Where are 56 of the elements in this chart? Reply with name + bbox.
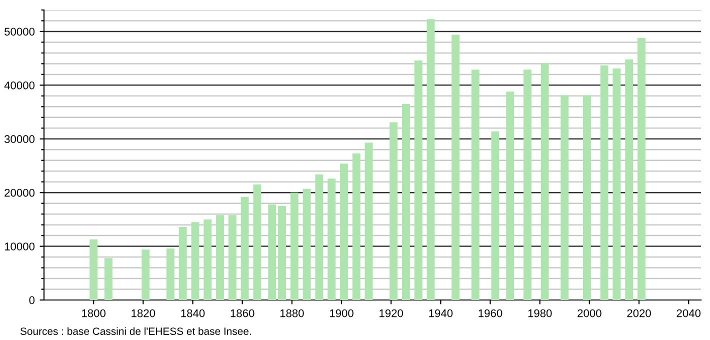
bar	[340, 164, 348, 300]
bar	[523, 70, 532, 300]
bar	[204, 219, 212, 300]
bar	[582, 95, 591, 300]
bar	[302, 188, 311, 300]
bar	[612, 68, 621, 300]
bar	[166, 248, 174, 300]
x-tick-label: 1900	[330, 309, 354, 318]
bar	[402, 104, 410, 300]
bar	[268, 204, 276, 300]
x-tick-label: 1860	[230, 309, 254, 318]
bar	[278, 206, 286, 300]
y-tick-label: 0	[29, 296, 35, 304]
bar	[352, 153, 360, 300]
x-tick-label: 2040	[676, 309, 701, 318]
x-tick-label: 1820	[132, 309, 156, 318]
bar	[328, 178, 336, 300]
x-tick-label: 1920	[380, 309, 404, 318]
bar	[414, 60, 422, 300]
x-tick-label: 1840	[181, 309, 205, 318]
x-tick-label: 2000	[578, 309, 602, 318]
bar	[452, 34, 460, 300]
bar	[600, 65, 608, 300]
y-tick-label: 10000	[4, 242, 35, 250]
bar	[471, 70, 480, 300]
y-tick-label: 20000	[4, 188, 35, 197]
bar	[315, 174, 324, 300]
bar	[90, 239, 98, 300]
x-tick-label: 1800	[82, 309, 106, 318]
source-note: Sources : base Cassini de l'EHESS et base Insee.	[20, 327, 251, 335]
bar	[191, 222, 200, 300]
bar	[426, 19, 435, 300]
bar	[253, 184, 262, 300]
x-tick-label: 2020	[627, 309, 651, 318]
bar	[364, 142, 373, 300]
bar	[638, 38, 646, 300]
bar	[240, 196, 249, 300]
bar	[228, 215, 236, 300]
bar	[142, 250, 150, 300]
y-tick-label: 50000	[4, 28, 35, 36]
bar	[178, 226, 187, 300]
y-tick-label: 40000	[4, 81, 35, 90]
bar	[390, 122, 398, 300]
bar	[506, 92, 514, 300]
bar	[560, 95, 569, 300]
bar	[625, 59, 634, 300]
bar	[491, 131, 500, 300]
x-tick-label: 1980	[528, 309, 552, 318]
x-tick-label: 1880	[280, 309, 304, 318]
x-tick-label: 1940	[429, 309, 453, 318]
bar	[104, 258, 112, 300]
y-tick-label: 30000	[4, 135, 35, 144]
bar	[540, 63, 549, 300]
bar	[216, 215, 224, 300]
bar	[290, 192, 298, 300]
x-tick-label: 1960	[478, 309, 502, 318]
